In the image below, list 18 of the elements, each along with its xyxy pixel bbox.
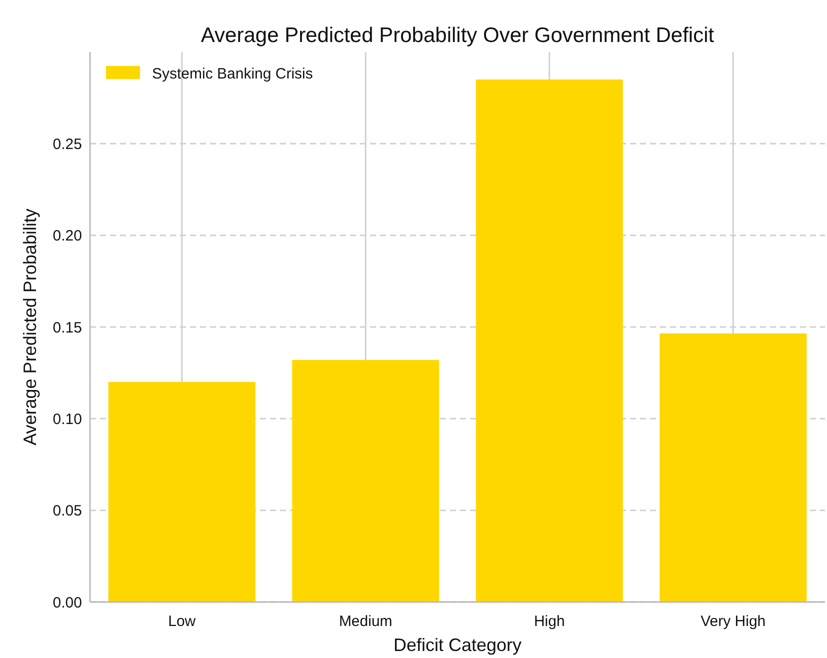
x-tick-label: Medium (338, 613, 392, 630)
y-tick-label: 0.10 (52, 410, 82, 428)
bar (476, 80, 623, 602)
legend-label: Systemic Banking Crisis (152, 65, 313, 82)
y-tick-label: 0.15 (52, 319, 82, 336)
y-tick-label: 0.05 (52, 502, 82, 520)
bar (108, 382, 256, 602)
y-tick-label: 0.25 (52, 136, 82, 153)
bar (292, 360, 440, 602)
x-tick-label: Very High (700, 613, 766, 630)
y-tick-label: 0.20 (52, 228, 82, 245)
chart-title: Average Predicted Probability Over Government Deficit (200, 24, 714, 47)
y-axis-title: Average Predicted Probability (20, 208, 40, 446)
bar (660, 333, 807, 602)
x-tick-label: Low (168, 613, 196, 630)
x-axis-title: Deficit Category (393, 635, 522, 655)
y-tick-label: 0.00 (52, 594, 82, 612)
x-tick-label: High (534, 613, 565, 630)
